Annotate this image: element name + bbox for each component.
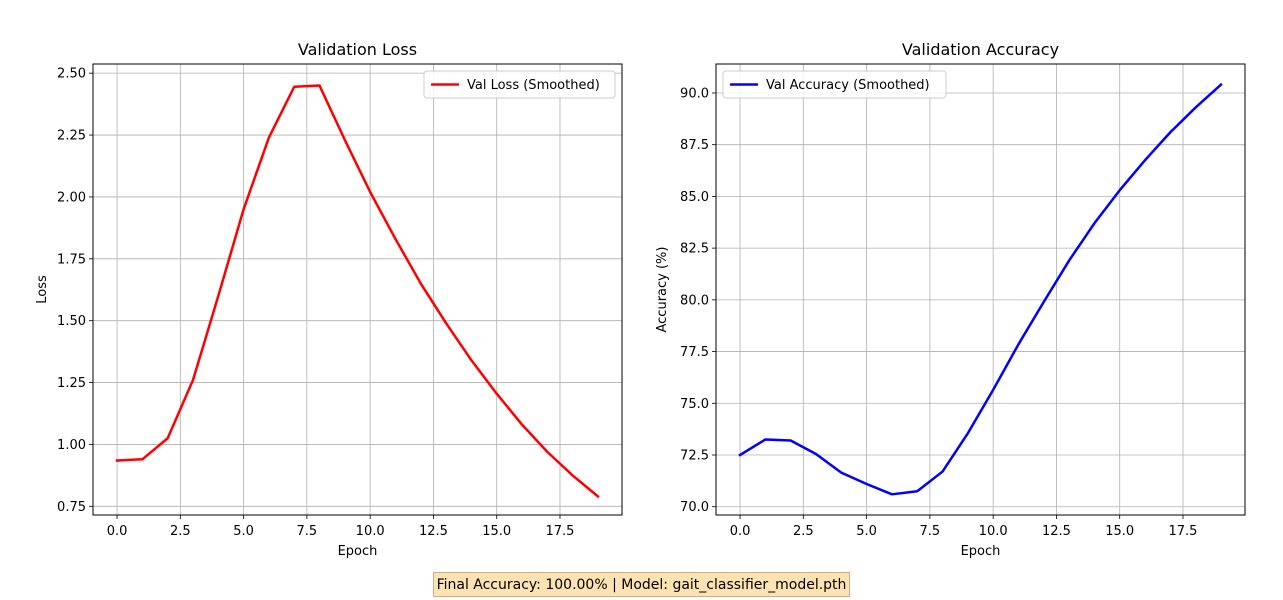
y-axis-label: Accuracy (%)	[655, 247, 670, 333]
y-tick-label: 82.5	[680, 242, 709, 257]
legend-box	[722, 70, 947, 99]
y-tick-label: 1.00	[57, 438, 86, 453]
series-line	[738, 82, 1223, 496]
x-tick-label: 10.0	[356, 524, 385, 539]
x-tick-label: 17.5	[1169, 524, 1198, 539]
y-tick-label: 87.5	[680, 138, 709, 153]
status-text: Final Accuracy: 100.00% | Model: gait_cl…	[436, 576, 847, 593]
series-line	[115, 84, 600, 499]
chart-title: Validation Loss	[298, 40, 417, 59]
x-tick-label: 15.0	[1105, 524, 1134, 539]
x-tick-label: 15.0	[482, 524, 511, 539]
x-tick-label: 12.5	[419, 524, 448, 539]
x-tick-label: 5.0	[233, 524, 254, 539]
y-tick-label: 80.0	[680, 293, 709, 308]
y-axis-label: Loss	[35, 275, 50, 304]
x-tick-label: 2.5	[170, 524, 191, 539]
axes-frame	[92, 63, 623, 516]
legend-label: Val Accuracy (Smoothed)	[766, 78, 930, 93]
x-tick-label: 5.0	[856, 524, 877, 539]
status-bar: Final Accuracy: 100.00% | Model: gait_cl…	[433, 572, 850, 597]
x-tick-label: 0.0	[107, 524, 128, 539]
axes-frame	[715, 63, 1246, 516]
x-tick-label: 12.5	[1042, 524, 1071, 539]
y-tick-label: 85.0	[680, 190, 709, 205]
y-tick-label: 77.5	[680, 345, 709, 360]
y-tick-label: 1.50	[57, 314, 86, 329]
y-tick-label: 0.75	[57, 500, 86, 515]
chart-title: Validation Accuracy	[902, 40, 1059, 59]
legend-box	[423, 70, 616, 99]
x-tick-label: 2.5	[793, 524, 814, 539]
y-tick-label: 90.0	[680, 86, 709, 101]
y-tick-label: 1.75	[57, 252, 86, 267]
legend: Val Accuracy (Smoothed)	[722, 70, 947, 99]
x-tick-label: 17.5	[546, 524, 575, 539]
x-tick-label: 7.5	[297, 524, 318, 539]
y-tick-label: 72.5	[680, 449, 709, 464]
legend-label: Val Loss (Smoothed)	[467, 78, 600, 93]
x-tick-label: 0.0	[730, 524, 751, 539]
y-tick-label: 2.50	[57, 67, 86, 82]
y-tick-label: 2.25	[57, 129, 86, 144]
y-tick-label: 2.00	[57, 190, 86, 205]
figure: 0.0 2.5 5.0 7.5 10.0 12.5 15.0 17.5 0.75 1.00 1.25…	[35, 40, 1246, 559]
validation-accuracy-chart: 0.0 2.5 5.0 7.5 10.0 12.5 15.0 17.5 70.0 72.5 75.0…	[655, 40, 1246, 559]
validation-loss-chart: 0.0 2.5 5.0 7.5 10.0 12.5 15.0 17.5 0.75 1.00 1.25…	[35, 40, 623, 559]
y-tick-label: 1.25	[57, 376, 86, 391]
x-axis-label: Epoch	[961, 544, 1001, 559]
y-tick-label: 70.0	[680, 500, 709, 515]
x-tick-label: 7.5	[920, 524, 941, 539]
x-tick-label: 10.0	[979, 524, 1008, 539]
y-tick-label: 75.0	[680, 397, 709, 412]
x-axis-label: Epoch	[338, 544, 378, 559]
legend: Val Loss (Smoothed)	[423, 70, 616, 99]
